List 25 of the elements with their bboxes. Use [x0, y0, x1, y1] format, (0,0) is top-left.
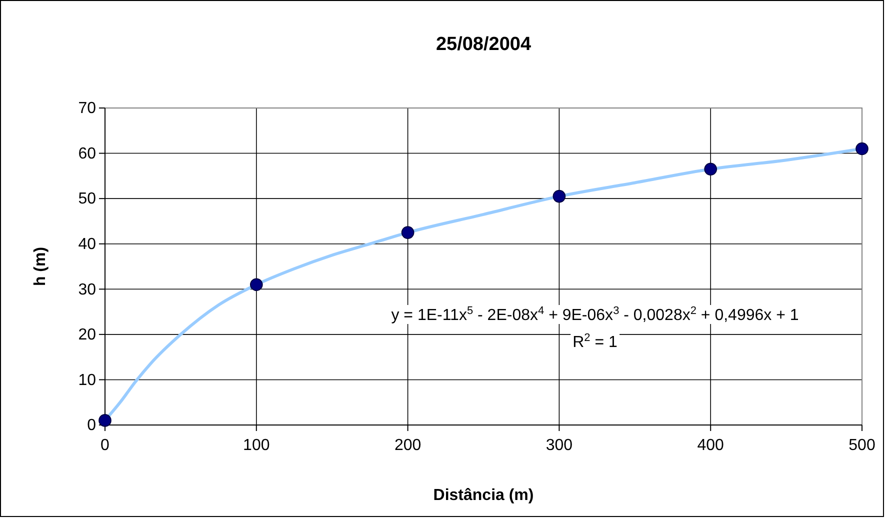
- y-tick-label: 30: [78, 281, 96, 298]
- point: [856, 142, 868, 156]
- y-tick-label: 10: [78, 372, 96, 389]
- point: [98, 414, 112, 427]
- x-tick-label: 0: [100, 437, 110, 454]
- x-tick-label: 400: [697, 437, 724, 454]
- point: [704, 162, 718, 176]
- y-axis-title: h (m): [32, 246, 49, 286]
- x-tick-label: 200: [394, 437, 422, 454]
- point: [250, 278, 263, 292]
- x-tick-label: 300: [546, 437, 573, 454]
- y-tick-label: 70: [78, 100, 96, 118]
- point: [401, 226, 414, 239]
- text: y = 1E-11x$^{5}$ - 2E-08x$^{4}$ + 9E-06x$^{3}$ - 0,0028x$^{2}$ + 0,4996x + 1: [391, 305, 799, 324]
- y-tick-label: 20: [78, 326, 96, 344]
- point: [552, 190, 566, 203]
- x-tick-label: 100: [243, 437, 270, 454]
- y-tick-label: 60: [78, 145, 96, 162]
- annotation: R$^{2}$ = 1: [572, 332, 618, 351]
- chart-title: 25/08/2004: [436, 34, 532, 55]
- y-tick-label: 50: [78, 190, 96, 208]
- y-tick-label: 0: [87, 417, 96, 434]
- x-tick-label: 500: [848, 437, 876, 454]
- y-tick-label: 40: [78, 236, 96, 253]
- x-axis-title: Distância (m): [433, 487, 534, 504]
